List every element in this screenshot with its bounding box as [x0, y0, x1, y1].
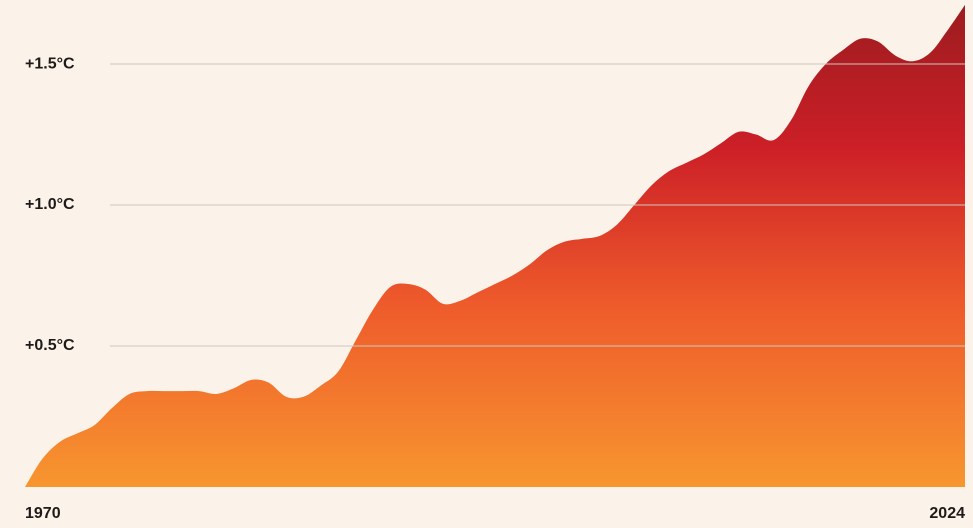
y-tick-label: +0.5°C: [25, 337, 75, 354]
x-tick-label: 2024: [929, 505, 965, 522]
area: [25, 4, 965, 488]
x-tick-label: 1970: [25, 505, 61, 522]
y-tick-label: +1.5°C: [25, 55, 75, 72]
y-tick-label: +1.0°C: [25, 196, 75, 213]
